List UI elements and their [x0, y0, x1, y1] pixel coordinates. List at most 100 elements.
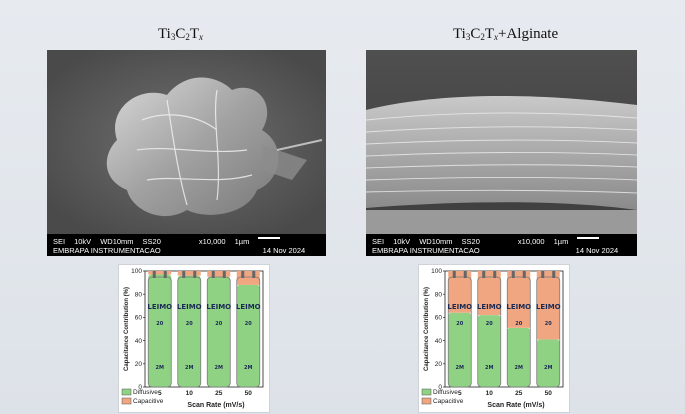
- battery-bar: LEIMO 20 2M: [147, 271, 172, 388]
- battery-outline: [536, 276, 561, 388]
- title-1-ti: Ti: [158, 26, 171, 42]
- sem-date: 14 Nov 2024: [575, 246, 619, 255]
- battery-mark-bottom: 2M: [156, 365, 164, 371]
- y-tick-label: 100: [431, 268, 442, 275]
- legend-swatch-capacitive: [421, 397, 432, 405]
- battery-bar: LEIMO 20 2M: [177, 271, 202, 388]
- battery-outline: [447, 276, 472, 388]
- sem-org: EMBRAPA INSTRUMENTACAO: [372, 246, 480, 255]
- sem-flake-graphic: [47, 50, 326, 234]
- battery-brand-label: LEIMO: [536, 303, 561, 311]
- legend-label-capacitive: Capacitive: [433, 398, 464, 405]
- bar-capacitive: [207, 271, 231, 277]
- y-tick-label: 40: [435, 338, 443, 345]
- battery-mark-bottom: 2M: [185, 365, 193, 371]
- sem-scale-label: 1µm: [553, 237, 569, 246]
- x-tick-label: 5: [458, 390, 462, 397]
- battery-bar: LEIMO 20 2M: [447, 271, 472, 388]
- plot-frame: [144, 270, 264, 388]
- sem-layers-graphic: [366, 50, 637, 234]
- bar-capacitive: [236, 271, 260, 285]
- panel-1-title: Ti3C2Tx: [158, 26, 203, 43]
- bar-diffusive: [448, 312, 472, 387]
- battery-outline: [206, 276, 231, 388]
- title-2-subx: x: [494, 32, 498, 42]
- title-2-t: T: [484, 26, 494, 42]
- battery-bar: LEIMO 20 2M: [206, 271, 231, 388]
- title-1-c: C: [175, 26, 186, 42]
- battery-outline: [177, 276, 202, 388]
- x-tick-label: 25: [215, 390, 223, 397]
- battery-mark-top: 20: [515, 321, 522, 327]
- sem-spot: SS20: [142, 237, 161, 246]
- battery-mark-bottom: 2M: [515, 365, 523, 371]
- bar-diffusive: [236, 284, 260, 387]
- title-2-ti: Ti: [453, 26, 466, 42]
- title-1-sub3: 3: [170, 32, 176, 42]
- y-tick-label: 20: [135, 361, 143, 368]
- battery-terminal: [163, 271, 167, 278]
- y-tick-label: 100: [131, 268, 142, 275]
- title-1-subx: x: [199, 32, 203, 42]
- y-axis-label: Capacitance Contribution (%): [424, 287, 430, 371]
- x-tick-label: 10: [486, 390, 494, 397]
- legend-swatch-capacitive: [121, 397, 132, 405]
- sem-magnification: x10,000: [198, 237, 226, 246]
- x-axis-label: Scan Rate (mV/s): [187, 402, 244, 409]
- battery-mark-top: 20: [456, 321, 463, 327]
- y-tick-label: 0: [138, 384, 142, 391]
- sem-voltage: 10kV: [74, 237, 92, 246]
- x-tick-label: 25: [515, 390, 523, 397]
- battery-mark-bottom: 2M: [215, 365, 223, 371]
- title-2-sub2: 2: [480, 32, 485, 42]
- chart-2-svg: 0 20 40 60 80 100 Capacitance Contribution (%)…: [421, 268, 564, 409]
- battery-terminal: [252, 271, 256, 278]
- sem-image-1: SEI 10kV WD10mm SS20 x10,000 1µm EMBRAPA…: [47, 50, 326, 256]
- battery-brand-label: LEIMO: [147, 303, 172, 311]
- sem-scale-label: 1µm: [234, 237, 250, 246]
- y-tick-label: 20: [435, 361, 443, 368]
- battery-terminal: [482, 271, 486, 278]
- battery-mark-top: 20: [486, 321, 493, 327]
- sem-wd: WD10mm: [100, 237, 134, 246]
- battery-mark-top: 20: [156, 321, 163, 327]
- bar-diffusive: [477, 315, 501, 387]
- sem-detector: SEI: [53, 237, 66, 246]
- battery-mark-top: 20: [186, 321, 193, 327]
- battery-bar: LEIMO 20 2M: [536, 271, 561, 388]
- capacitance-chart-2: 0 20 40 60 80 100 Capacitance Contribution (%)…: [418, 264, 570, 413]
- battery-outline: [506, 276, 531, 388]
- sem-info-bar-2: SEI 10kV WD10mm SS20 x10,000 1µm EMBRAPA…: [366, 234, 637, 256]
- capacitance-chart-1: 0 20 40 60 80 100 Capacitance Contribution (%)…: [118, 264, 270, 413]
- x-tick-label: 5: [158, 390, 162, 397]
- bar-diffusive: [177, 275, 201, 387]
- battery-mark-bottom: 2M: [485, 365, 493, 371]
- battery-terminal: [493, 271, 497, 278]
- battery-brand-label: LEIMO: [177, 303, 202, 311]
- battery-terminal: [522, 271, 526, 278]
- battery-brand-label: LEIMO: [447, 303, 472, 311]
- battery-mark-bottom: 2M: [544, 365, 552, 371]
- y-tick-label: 0: [438, 384, 442, 391]
- bar-capacitive: [477, 271, 501, 316]
- battery-terminal: [211, 271, 215, 278]
- battery-terminal: [222, 271, 226, 278]
- sem-date: 14 Nov 2024: [262, 246, 306, 255]
- battery-mark-bottom: 2M: [456, 365, 464, 371]
- battery-brand-label: LEIMO: [206, 303, 231, 311]
- legend-label-diffusive: Diffusive: [433, 389, 458, 396]
- legend: Diffusive Capacitive: [121, 388, 164, 405]
- battery-brand-label: LEIMO: [506, 303, 531, 311]
- y-tick-label: 40: [135, 338, 143, 345]
- sem-scale-bar: [258, 237, 281, 239]
- battery-terminal: [182, 271, 186, 278]
- bar-capacitive: [536, 271, 560, 340]
- legend: Diffusive Capacitive: [421, 388, 464, 405]
- title-1-sub2: 2: [185, 32, 190, 42]
- y-tick-label: 80: [435, 291, 443, 298]
- battery-bar: LEIMO 20 2M: [506, 271, 531, 388]
- y-axis-label: Capacitance Contribution (%): [124, 287, 130, 371]
- battery-bar: LEIMO 20 2M: [236, 271, 261, 388]
- battery-mark-bottom: 2M: [244, 365, 252, 371]
- sem-scale-bar: [577, 237, 600, 239]
